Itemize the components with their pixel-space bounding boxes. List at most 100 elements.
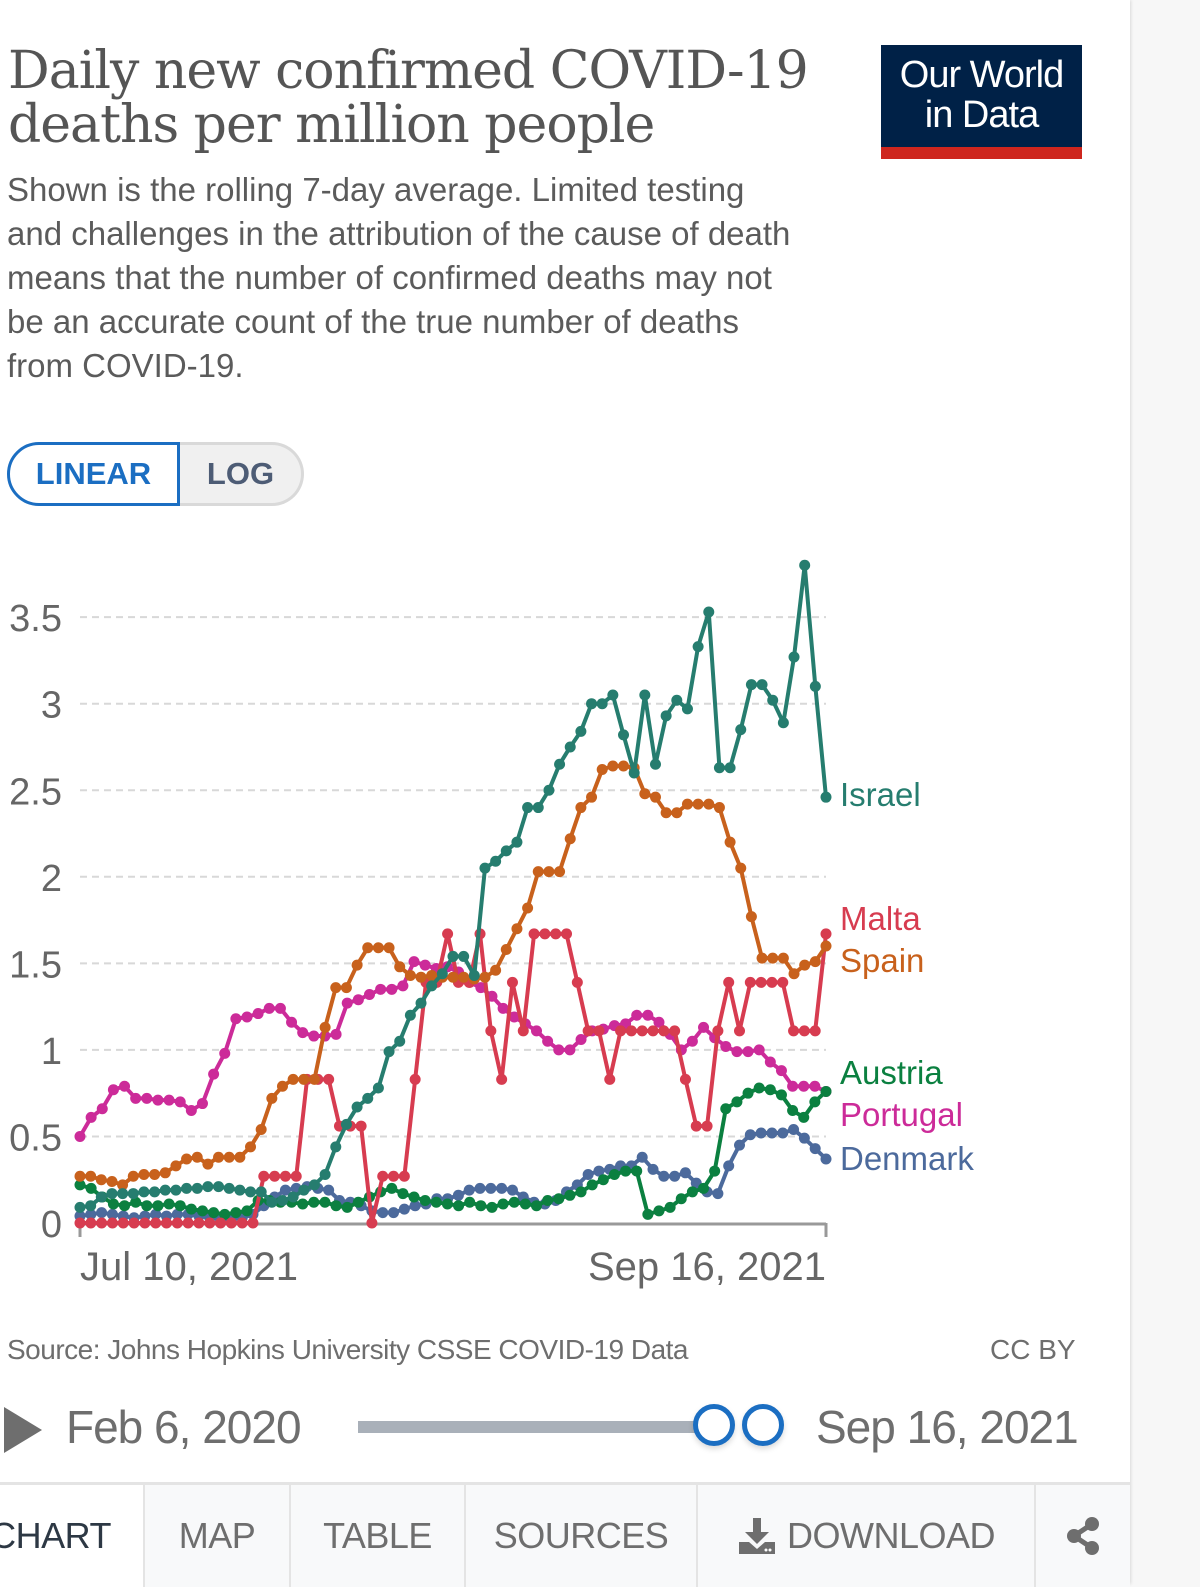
series-label-portugal[interactable]: Portugal bbox=[840, 1096, 963, 1133]
data-point[interactable] bbox=[404, 969, 416, 981]
data-point[interactable] bbox=[415, 997, 427, 1009]
data-point[interactable] bbox=[528, 928, 540, 940]
data-point[interactable] bbox=[181, 1182, 193, 1194]
data-point[interactable] bbox=[159, 1184, 171, 1196]
data-point[interactable] bbox=[404, 1009, 416, 1021]
data-point[interactable] bbox=[85, 1217, 97, 1229]
data-point[interactable] bbox=[375, 983, 387, 995]
data-point[interactable] bbox=[618, 729, 630, 741]
data-point[interactable] bbox=[330, 982, 342, 994]
data-point[interactable] bbox=[219, 1047, 231, 1059]
data-point[interactable] bbox=[519, 1198, 531, 1210]
data-point[interactable] bbox=[686, 1186, 698, 1198]
data-point[interactable] bbox=[575, 802, 587, 814]
data-point[interactable] bbox=[409, 1073, 421, 1085]
data-point[interactable] bbox=[398, 1170, 410, 1182]
data-point[interactable] bbox=[809, 1143, 821, 1155]
data-point[interactable] bbox=[191, 1182, 203, 1194]
data-point[interactable] bbox=[236, 1217, 248, 1229]
data-point[interactable] bbox=[95, 1174, 107, 1186]
data-point[interactable] bbox=[458, 950, 470, 962]
data-point[interactable] bbox=[497, 1198, 509, 1210]
data-point[interactable] bbox=[241, 1011, 253, 1023]
data-point[interactable] bbox=[255, 1186, 267, 1198]
tab-share[interactable] bbox=[1036, 1485, 1130, 1587]
data-point[interactable] bbox=[787, 1080, 799, 1092]
data-point[interactable] bbox=[669, 1025, 681, 1037]
tab-table[interactable]: TABLE bbox=[291, 1485, 466, 1587]
data-point[interactable] bbox=[362, 1092, 374, 1104]
data-point[interactable] bbox=[255, 1124, 267, 1136]
data-point[interactable] bbox=[735, 724, 747, 736]
data-point[interactable] bbox=[692, 798, 704, 810]
data-point[interactable] bbox=[475, 1200, 487, 1212]
data-point[interactable] bbox=[607, 689, 619, 701]
data-point[interactable] bbox=[138, 1186, 150, 1198]
data-point[interactable] bbox=[352, 994, 364, 1006]
data-point[interactable] bbox=[642, 1009, 654, 1021]
data-point[interactable] bbox=[308, 1196, 320, 1208]
data-point[interactable] bbox=[787, 1104, 799, 1116]
data-point[interactable] bbox=[174, 1096, 186, 1108]
data-point[interactable] bbox=[809, 1025, 821, 1037]
data-point[interactable] bbox=[744, 976, 756, 988]
data-point[interactable] bbox=[777, 952, 789, 964]
data-point[interactable] bbox=[372, 1082, 384, 1094]
data-point[interactable] bbox=[607, 760, 619, 772]
series-label-denmark[interactable]: Denmark bbox=[840, 1140, 974, 1177]
data-point[interactable] bbox=[575, 725, 587, 737]
data-point[interactable] bbox=[496, 1073, 508, 1085]
data-point[interactable] bbox=[775, 1065, 787, 1077]
data-point[interactable] bbox=[658, 1170, 670, 1182]
data-point[interactable] bbox=[160, 1217, 172, 1229]
data-point[interactable] bbox=[639, 788, 651, 800]
data-point[interactable] bbox=[308, 1030, 320, 1042]
data-point[interactable] bbox=[508, 1011, 520, 1023]
data-point[interactable] bbox=[287, 1191, 299, 1203]
data-point[interactable] bbox=[713, 762, 725, 774]
timeline-track[interactable] bbox=[358, 1421, 718, 1433]
data-point[interactable] bbox=[352, 1196, 364, 1208]
data-point[interactable] bbox=[181, 1153, 193, 1165]
data-point[interactable] bbox=[127, 1188, 139, 1200]
data-point[interactable] bbox=[130, 1196, 142, 1208]
data-point[interactable] bbox=[690, 1120, 702, 1132]
data-point[interactable] bbox=[511, 923, 523, 935]
data-point[interactable] bbox=[777, 717, 789, 729]
data-point[interactable] bbox=[340, 1118, 352, 1130]
data-point[interactable] bbox=[809, 1096, 821, 1108]
data-point[interactable] bbox=[119, 1080, 131, 1092]
data-point[interactable] bbox=[219, 1208, 231, 1220]
data-point[interactable] bbox=[286, 1016, 298, 1028]
data-point[interactable] bbox=[174, 1200, 186, 1212]
data-point[interactable] bbox=[234, 1151, 246, 1163]
data-point[interactable] bbox=[712, 1025, 724, 1037]
data-point[interactable] bbox=[742, 1087, 754, 1099]
data-point[interactable] bbox=[764, 1056, 776, 1068]
data-point[interactable] bbox=[106, 1217, 118, 1229]
data-point[interactable] bbox=[130, 1092, 142, 1104]
data-point[interactable] bbox=[409, 1200, 421, 1212]
data-point[interactable] bbox=[388, 1207, 400, 1219]
data-point[interactable] bbox=[671, 694, 683, 706]
data-point[interactable] bbox=[453, 1200, 465, 1212]
data-point[interactable] bbox=[490, 855, 502, 867]
data-point[interactable] bbox=[798, 1132, 810, 1144]
tab-map[interactable]: MAP bbox=[145, 1485, 291, 1587]
data-point[interactable] bbox=[532, 866, 544, 878]
data-point[interactable] bbox=[777, 976, 789, 988]
data-point[interactable] bbox=[809, 956, 821, 968]
data-point[interactable] bbox=[386, 983, 398, 995]
data-point[interactable] bbox=[447, 971, 459, 983]
data-point[interactable] bbox=[809, 1080, 821, 1092]
data-point[interactable] bbox=[788, 1124, 800, 1136]
data-point[interactable] bbox=[85, 1182, 97, 1194]
data-point[interactable] bbox=[297, 1027, 309, 1039]
data-point[interactable] bbox=[388, 1170, 400, 1182]
timeline-end-handle[interactable] bbox=[742, 1404, 784, 1446]
data-point[interactable] bbox=[511, 836, 523, 848]
data-point[interactable] bbox=[330, 1200, 342, 1212]
data-point[interactable] bbox=[723, 1160, 735, 1172]
data-point[interactable] bbox=[532, 802, 544, 814]
data-point[interactable] bbox=[85, 1170, 97, 1182]
